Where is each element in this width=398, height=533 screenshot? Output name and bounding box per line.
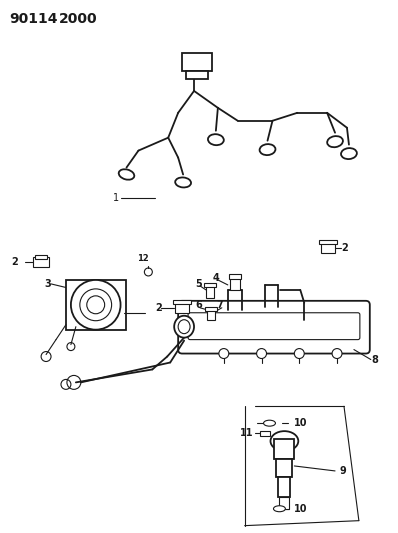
Bar xyxy=(279,477,291,497)
Text: 3: 3 xyxy=(44,279,51,289)
Text: 10: 10 xyxy=(295,504,308,514)
Text: 2: 2 xyxy=(155,303,162,313)
Bar xyxy=(321,243,335,253)
Text: 2000: 2000 xyxy=(59,12,98,26)
Circle shape xyxy=(295,349,304,359)
Bar xyxy=(205,307,217,311)
Bar xyxy=(207,310,215,320)
Text: 90114: 90114 xyxy=(9,12,58,26)
Text: 8: 8 xyxy=(372,354,378,365)
Bar xyxy=(277,459,293,477)
Ellipse shape xyxy=(175,177,191,188)
Circle shape xyxy=(332,349,342,359)
Ellipse shape xyxy=(208,134,224,145)
Text: 6: 6 xyxy=(195,300,202,310)
Ellipse shape xyxy=(273,506,285,512)
Bar xyxy=(279,497,289,508)
Ellipse shape xyxy=(71,280,121,330)
Text: 10: 10 xyxy=(295,418,308,428)
Bar xyxy=(206,286,214,298)
Ellipse shape xyxy=(341,148,357,159)
Bar xyxy=(204,283,216,287)
Bar xyxy=(186,71,208,79)
Bar xyxy=(182,53,212,71)
Ellipse shape xyxy=(327,136,343,147)
Ellipse shape xyxy=(263,420,275,426)
Circle shape xyxy=(257,349,267,359)
Bar xyxy=(319,240,337,244)
Text: 2: 2 xyxy=(11,257,18,267)
Bar xyxy=(229,274,241,279)
Text: 5: 5 xyxy=(195,279,202,289)
Ellipse shape xyxy=(119,169,134,180)
Bar xyxy=(175,303,189,313)
Text: 4: 4 xyxy=(213,273,220,283)
Bar xyxy=(230,278,240,290)
FancyBboxPatch shape xyxy=(178,301,370,353)
Ellipse shape xyxy=(174,316,194,337)
Text: 2: 2 xyxy=(341,243,348,253)
Ellipse shape xyxy=(271,431,298,451)
Bar xyxy=(275,439,295,459)
Text: 7: 7 xyxy=(216,300,222,310)
Bar xyxy=(259,431,269,436)
Text: 1: 1 xyxy=(113,193,119,204)
Bar xyxy=(33,257,49,267)
Text: 9: 9 xyxy=(339,466,346,476)
Bar xyxy=(35,255,47,259)
Ellipse shape xyxy=(259,144,275,155)
Circle shape xyxy=(219,349,229,359)
Text: 11: 11 xyxy=(240,428,253,438)
Bar xyxy=(173,300,191,304)
Text: 12: 12 xyxy=(138,254,149,263)
Bar xyxy=(66,280,125,330)
